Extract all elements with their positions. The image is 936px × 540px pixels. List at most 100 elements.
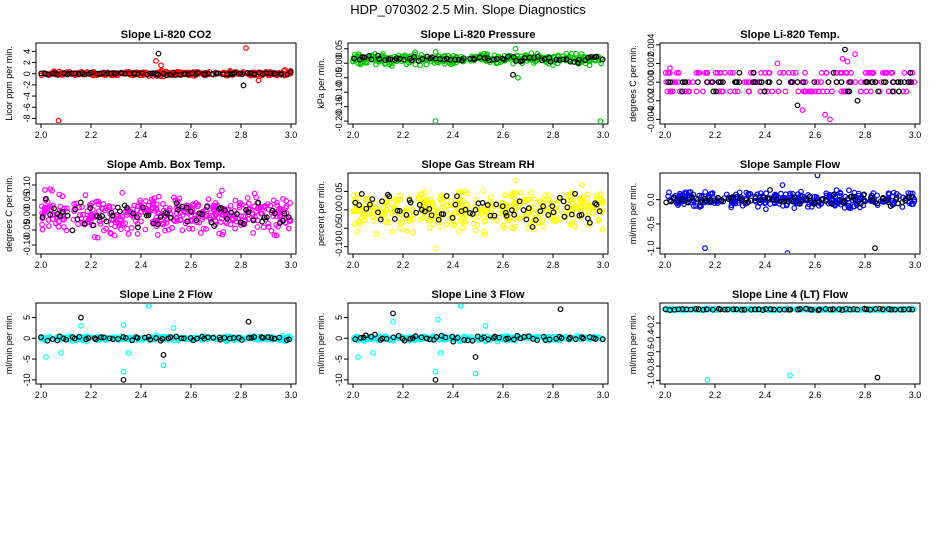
data-point xyxy=(693,69,700,76)
reference-point xyxy=(442,334,449,341)
data-point xyxy=(715,88,722,95)
data-point xyxy=(184,209,191,216)
y-tick-label: -0.10 xyxy=(334,236,344,257)
y-axis-label: ml/min per min. xyxy=(4,313,14,375)
data-point xyxy=(197,230,204,236)
reference-point xyxy=(140,204,147,211)
reference-point xyxy=(423,335,430,342)
x-tick-label: 2.8 xyxy=(235,390,248,400)
plot-frame xyxy=(35,42,297,125)
reference-point xyxy=(803,197,810,203)
data-point xyxy=(778,190,784,197)
reference-point xyxy=(39,214,46,221)
x-tick-label: 2.6 xyxy=(185,390,198,400)
data-point xyxy=(245,216,252,223)
reference-point xyxy=(130,210,136,217)
x-tick-label: 3.0 xyxy=(909,260,922,270)
reference-point xyxy=(469,211,476,217)
data-point xyxy=(220,229,227,235)
data-point xyxy=(595,216,601,223)
data-point xyxy=(802,79,809,86)
data-point xyxy=(549,200,556,207)
y-tick-label: 0.00 xyxy=(334,54,344,72)
data-point xyxy=(572,223,579,230)
data-point xyxy=(237,200,244,206)
plot-frame xyxy=(347,172,609,255)
data-point xyxy=(389,336,396,343)
data-point xyxy=(833,187,840,194)
data-point xyxy=(545,196,552,202)
data-point xyxy=(39,221,45,228)
reference-point xyxy=(546,336,553,343)
panels-group: Slope Li-820 CO2 2.0 2.2 2.4 2.6 2.8 3.0 -8 -6 -4… xyxy=(4,29,921,400)
data-point xyxy=(71,201,78,207)
reference-point xyxy=(880,79,887,86)
reference-point xyxy=(281,210,288,217)
data-point xyxy=(125,231,132,237)
data-point xyxy=(672,79,679,86)
reference-point xyxy=(697,199,704,206)
reference-point xyxy=(47,211,53,218)
reference-point xyxy=(104,70,111,77)
reference-point xyxy=(750,79,756,86)
data-point xyxy=(236,202,243,209)
x-tick-label: 2.6 xyxy=(185,130,198,140)
reference-point xyxy=(286,336,293,343)
outlier-point xyxy=(472,354,479,360)
data-point xyxy=(535,52,542,59)
panel-title: Slope Sample Flow xyxy=(740,159,841,171)
y-tick-label: 0.000 xyxy=(646,71,656,94)
reference-point xyxy=(563,56,570,63)
x-tick-label: 2.2 xyxy=(85,130,98,140)
data-point xyxy=(457,189,464,196)
data-point xyxy=(186,225,192,232)
plot-frame xyxy=(347,302,609,385)
reference-point xyxy=(713,88,720,95)
reference-point xyxy=(42,70,49,77)
reference-point xyxy=(233,211,240,217)
data-point xyxy=(837,190,844,197)
data-point xyxy=(397,192,403,199)
reference-point xyxy=(454,334,461,341)
reference-point xyxy=(500,56,507,63)
reference-point xyxy=(868,79,875,86)
data-point xyxy=(874,192,880,199)
data-point xyxy=(423,61,430,68)
data-point xyxy=(865,69,872,76)
data-point xyxy=(142,226,149,233)
reference-point xyxy=(261,214,268,221)
reference-point xyxy=(479,199,486,206)
reference-point xyxy=(679,79,686,86)
reference-point xyxy=(733,306,740,313)
data-point xyxy=(727,306,734,313)
plot-frame xyxy=(659,172,921,255)
data-point xyxy=(382,209,388,216)
reference-point xyxy=(510,54,517,60)
y-axis-label: degrees C per min. xyxy=(628,45,638,122)
data-point xyxy=(838,69,845,76)
reference-point xyxy=(178,335,185,342)
reference-point xyxy=(90,222,97,229)
data-point xyxy=(700,88,706,95)
reference-point xyxy=(391,216,398,222)
data-point xyxy=(367,336,374,342)
reference-point xyxy=(815,198,822,205)
data-point xyxy=(396,225,403,231)
reference-point xyxy=(758,79,765,86)
data-point xyxy=(360,212,367,219)
x-tick-label: 2.6 xyxy=(809,130,822,140)
data-point xyxy=(802,88,808,95)
reference-point xyxy=(352,336,359,343)
data-point xyxy=(482,218,489,225)
data-point xyxy=(171,194,177,201)
y-tick-label: -0.05 xyxy=(22,220,32,241)
reference-point xyxy=(721,306,728,313)
reference-point xyxy=(897,79,904,86)
data-point xyxy=(893,190,900,197)
reference-point xyxy=(787,306,794,313)
reference-point xyxy=(717,79,724,86)
data-point xyxy=(507,54,514,61)
data-point xyxy=(210,206,217,213)
reference-point xyxy=(429,54,436,61)
